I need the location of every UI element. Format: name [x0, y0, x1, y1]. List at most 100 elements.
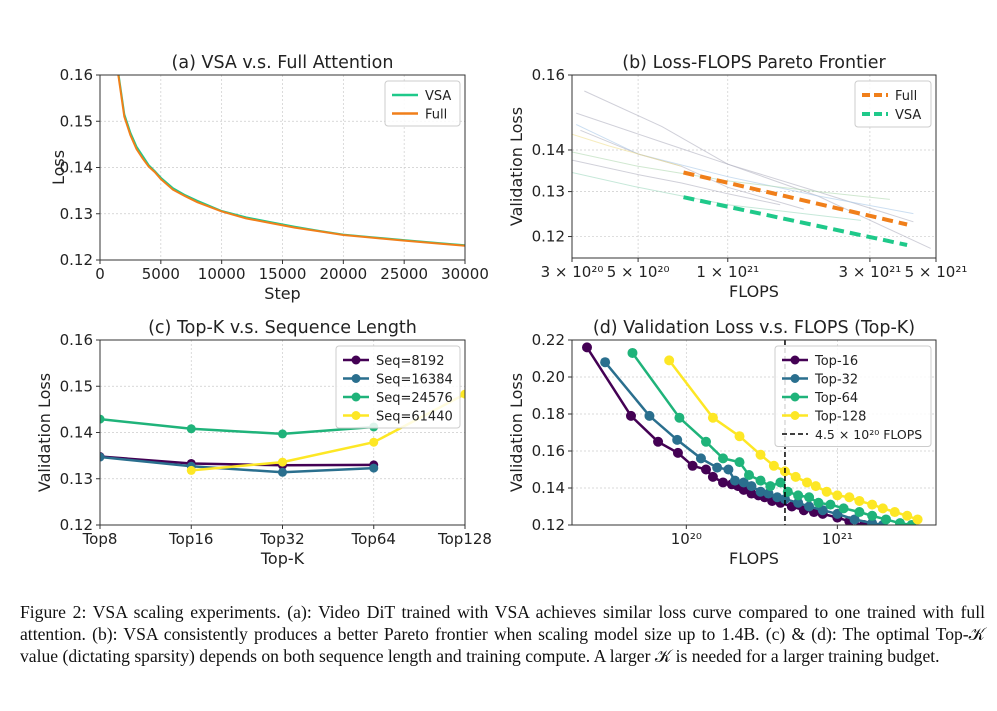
y-tick-label: 0.13 — [60, 205, 93, 223]
background-curve — [572, 172, 862, 221]
data-point — [854, 495, 865, 506]
y-tick-label: 0.22 — [532, 331, 565, 349]
data-point — [772, 492, 783, 503]
data-point — [765, 481, 776, 492]
data-point — [738, 477, 749, 488]
data-point — [755, 486, 766, 497]
data-point — [644, 410, 655, 421]
y-axis-label: Validation Loss — [507, 373, 526, 492]
y-tick-label: 0.15 — [60, 377, 93, 395]
data-point — [653, 436, 664, 447]
legend-marker — [790, 374, 800, 383]
data-point — [100, 452, 105, 462]
legend-label: VSA — [425, 89, 451, 104]
series-line-seq-16384 — [100, 455, 374, 474]
legend-label: Seq=16384 — [376, 373, 453, 388]
y-tick-label: 0.16 — [532, 66, 565, 84]
data-point — [825, 499, 836, 510]
series-line-full — [683, 170, 908, 227]
legend-label: Full — [425, 108, 447, 123]
data-point — [738, 484, 749, 495]
background-curve — [572, 159, 781, 206]
x-tick-label: Top64 — [351, 530, 396, 548]
y-tick-label: 0.16 — [60, 66, 93, 84]
plot-area — [582, 340, 923, 525]
legend-marker — [351, 374, 361, 383]
data-point — [867, 510, 878, 521]
data-point — [746, 481, 757, 492]
legend-label: VSA — [895, 108, 921, 123]
legend-label: Seq=8192 — [376, 354, 444, 369]
data-point — [912, 514, 923, 525]
data-point — [460, 389, 465, 399]
legend-label: 4.5 × 10²⁰ FLOPS — [815, 427, 922, 442]
legend-label: Top-16 — [814, 354, 858, 369]
x-tick-label: Top32 — [259, 530, 304, 548]
axes-frame — [571, 339, 937, 526]
data-point — [712, 462, 723, 473]
chart-b: 3 × 10²⁰ 5 × 10²⁰ 1 × 10²¹ 3 × 10²¹ 5 × 10²¹… — [507, 53, 967, 301]
y-tick-label: 0.12 — [532, 516, 565, 534]
legend-label: Seq=24576 — [376, 391, 453, 406]
data-point — [687, 460, 698, 471]
x-tick-label: 3 × 10²⁰ — [541, 263, 604, 281]
data-point — [729, 475, 740, 486]
series-line-vsa — [683, 195, 908, 247]
y-tick-label: 0.12 — [60, 251, 93, 269]
data-point — [672, 434, 683, 445]
data-point — [718, 477, 729, 488]
chart-title: (a) VSA v.s. Full Attention — [172, 53, 394, 73]
x-tick-label: 30000 — [441, 265, 489, 283]
data-point — [813, 497, 824, 508]
chart-title: (b) Loss-FLOPS Pareto Frontier — [622, 53, 886, 73]
data-point — [755, 449, 766, 460]
x-axis-label: Step — [264, 284, 300, 303]
data-point — [186, 465, 196, 475]
data-point — [895, 518, 906, 525]
data-point — [369, 463, 379, 473]
data-point — [707, 412, 718, 423]
legend-marker — [351, 411, 361, 420]
y-tick-label: 0.14 — [532, 479, 565, 497]
x-tick-label: 15000 — [259, 265, 307, 283]
legend-marker — [790, 355, 800, 365]
data-point — [701, 464, 712, 475]
data-point — [790, 471, 801, 482]
data-point — [674, 412, 685, 423]
x-tick-label: Top8 — [82, 530, 118, 548]
chart-a: 0 5000 10000 15000 20000 25000 30000 0.12 0.13 0.… — [49, 53, 489, 303]
x-tick-label: 3 × 10²¹ — [839, 263, 902, 281]
data-point — [804, 492, 815, 503]
data-point — [734, 457, 745, 468]
x-tick-label: 1 × 10²¹ — [696, 263, 759, 281]
data-point — [854, 507, 865, 518]
data-point — [100, 414, 105, 424]
background-curve — [572, 133, 682, 167]
y-tick-label: 0.13 — [532, 183, 565, 201]
data-point — [695, 453, 706, 464]
legend-marker — [790, 411, 800, 420]
x-tick-label: 10²⁰ — [671, 530, 702, 548]
legend-box — [774, 345, 932, 447]
axes-frame — [571, 74, 937, 259]
chart-c: Top8 Top16 Top32 Top64 Top128 0.12 0.13 0.14 0.1… — [35, 318, 492, 568]
legend-label: Top-32 — [814, 373, 858, 388]
background-curve — [575, 124, 914, 215]
data-point — [627, 347, 638, 358]
data-point — [804, 501, 815, 512]
legend-marker — [790, 392, 800, 402]
data-point — [718, 453, 729, 464]
y-tick-label: 0.16 — [60, 331, 93, 349]
data-point — [793, 497, 804, 508]
legend-label: Top-128 — [814, 410, 866, 425]
data-point — [707, 471, 718, 482]
background-curve — [576, 112, 914, 223]
x-tick-label: Top128 — [437, 530, 492, 548]
x-tick-label: 5 × 10²¹ — [905, 263, 968, 281]
y-axis-label: Loss — [49, 150, 68, 185]
data-point — [600, 357, 611, 368]
axes-frame — [99, 74, 466, 261]
data-point — [369, 437, 379, 447]
legend-box — [335, 345, 461, 429]
data-point — [877, 503, 888, 514]
